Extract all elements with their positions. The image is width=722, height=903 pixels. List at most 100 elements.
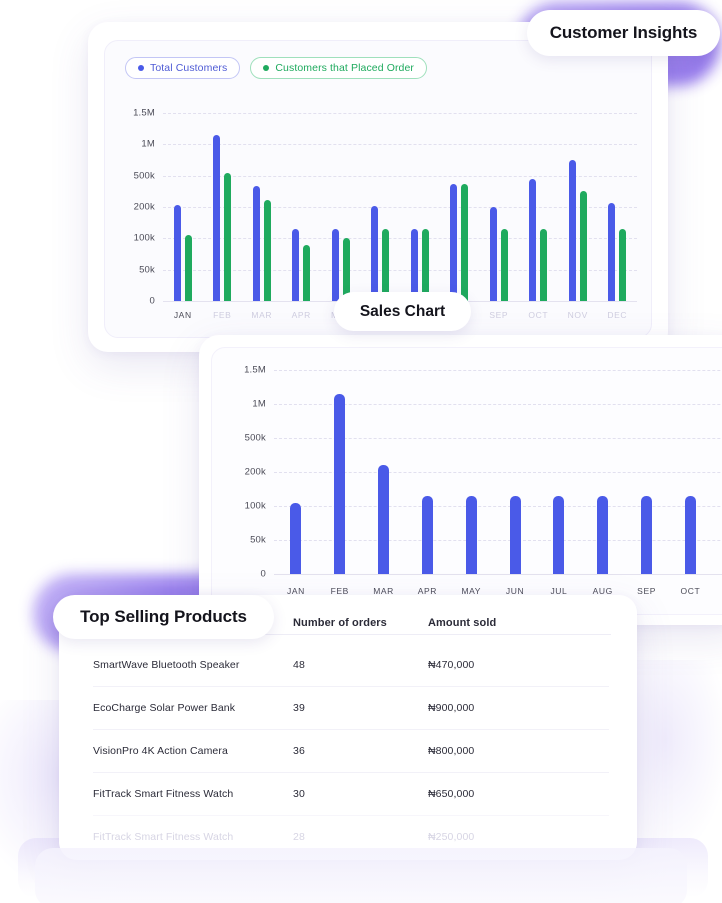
bar[interactable] — [331, 228, 339, 301]
chip-customer-insights[interactable]: Customer Insights — [527, 10, 720, 56]
bar[interactable] — [500, 228, 508, 301]
table-body: SmartWave Bluetooth Speaker 48 ₦470,000 Eco… — [93, 643, 609, 858]
y-axis-tick-label: 1M — [141, 138, 155, 150]
table-row[interactable]: VisionPro 4K Action Camera 36 ₦800,000 — [93, 729, 609, 772]
bar-group[interactable] — [581, 370, 625, 574]
bar[interactable] — [684, 495, 696, 574]
bar-group[interactable] — [406, 370, 450, 574]
bar[interactable] — [382, 228, 390, 301]
bar-group[interactable] — [274, 370, 318, 574]
x-axis-tick-label: APR — [417, 586, 438, 596]
table-row[interactable]: SmartWave Bluetooth Speaker 48 ₦470,000 — [93, 643, 609, 686]
grid-line — [274, 506, 722, 507]
bar[interactable] — [509, 495, 521, 574]
bar-group[interactable] — [321, 113, 361, 301]
bar-group[interactable] — [712, 370, 722, 574]
bar[interactable] — [553, 495, 565, 574]
bar-group[interactable] — [362, 370, 406, 574]
bar[interactable] — [410, 228, 418, 301]
bar[interactable] — [579, 191, 587, 301]
bar-group[interactable] — [242, 113, 282, 301]
x-axis-tick-label: MAY — [461, 586, 482, 596]
bar-group[interactable] — [203, 113, 243, 301]
bar[interactable] — [378, 465, 390, 574]
cell-amount-sold: ₦800,000 — [428, 745, 475, 757]
bar-group[interactable] — [519, 113, 559, 301]
table-row[interactable]: FitTrack Smart Fitness Watch 30 ₦650,000 — [93, 772, 609, 815]
bar[interactable] — [489, 207, 497, 301]
bar-group[interactable] — [361, 113, 401, 301]
axis-baseline — [274, 574, 722, 575]
grid-line — [274, 472, 722, 473]
bar[interactable] — [568, 160, 576, 301]
chart-legend: Total Customers Customers that Placed Or… — [125, 57, 428, 79]
bar[interactable] — [252, 186, 260, 301]
cell-product-name: SmartWave Bluetooth Speaker — [93, 658, 240, 671]
bar[interactable] — [608, 202, 616, 301]
y-axis-tick-label: 200k — [133, 201, 155, 213]
x-axis-tick-label: JAN — [173, 310, 192, 320]
bar[interactable] — [371, 205, 379, 301]
cell-product-name: FitTrack Smart Fitness Watch — [93, 788, 234, 800]
bar[interactable] — [421, 495, 433, 574]
bar-group[interactable] — [479, 113, 519, 301]
bar[interactable] — [224, 172, 232, 301]
cell-number-of-orders: 48 — [293, 658, 305, 671]
sales-chart-card: 1.5M 1M 500k 200k 100k 50k 0 JAN FEB MAR APR MAY JUN… — [199, 335, 722, 625]
bar-group[interactable] — [449, 370, 493, 574]
bar-group[interactable] — [163, 113, 203, 301]
bar[interactable] — [173, 204, 181, 301]
blue-dot-icon — [138, 65, 144, 71]
bar-group[interactable] — [282, 113, 322, 301]
y-axis-tick-label: 50k — [250, 534, 266, 546]
bar-group[interactable] — [493, 370, 537, 574]
bar[interactable] — [292, 228, 300, 301]
bar-group[interactable] — [440, 113, 480, 301]
table-header-rule — [81, 634, 611, 635]
grid-line — [163, 144, 637, 146]
grid-line — [163, 113, 637, 114]
legend-item-total-customers[interactable]: Total Customers — [125, 57, 241, 79]
legend-item-placed-order[interactable]: Customers that Placed Order — [250, 57, 428, 79]
bars-layer — [274, 370, 722, 574]
table-row[interactable]: EcoCharge Solar Power Bank 39 ₦900,000 — [93, 686, 609, 729]
grid-line — [274, 370, 722, 371]
bar[interactable] — [303, 244, 311, 301]
sales-chart-panel: 1.5M 1M 500k 200k 100k 50k 0 JAN FEB MAR APR MAY JUN… — [211, 347, 722, 615]
bar[interactable] — [334, 393, 346, 574]
bar-group[interactable] — [318, 370, 362, 574]
ghost-card-bottom — [35, 848, 687, 903]
bar[interactable] — [213, 134, 221, 301]
bar[interactable] — [421, 228, 429, 301]
x-axis-tick-label: OCT — [680, 586, 701, 596]
bar-group[interactable] — [625, 370, 669, 574]
bar[interactable] — [540, 228, 548, 301]
bar[interactable] — [465, 495, 477, 574]
bar[interactable] — [597, 495, 609, 574]
bar[interactable] — [263, 199, 271, 301]
table-row[interactable]: FitTrack Smart Fitness Watch 28 ₦250,000 — [93, 815, 609, 858]
chip-sales-chart[interactable]: Sales Chart — [334, 292, 471, 331]
bar-group[interactable] — [669, 370, 713, 574]
bar-group[interactable] — [400, 113, 440, 301]
y-axis-tick-label: 100k — [133, 232, 155, 244]
bar-group[interactable] — [537, 370, 581, 574]
y-axis-tick-label: 0 — [260, 568, 266, 580]
x-axis-tick-label: SEP — [489, 310, 509, 320]
bar[interactable] — [619, 228, 627, 301]
green-dot-icon — [263, 65, 270, 71]
bar[interactable] — [461, 184, 469, 301]
y-axis-tick-label: 500k — [244, 432, 266, 444]
bar[interactable] — [184, 235, 192, 301]
bar-group[interactable] — [558, 113, 598, 301]
bar[interactable] — [641, 495, 653, 574]
grid-line — [163, 269, 637, 271]
bar[interactable] — [450, 184, 458, 301]
bar[interactable] — [529, 178, 537, 301]
bar[interactable] — [342, 238, 350, 301]
bar-group[interactable] — [598, 113, 638, 301]
chip-top-selling-products[interactable]: Top Selling Products — [53, 595, 274, 639]
cell-product-name: EcoCharge Solar Power Bank — [93, 702, 236, 714]
bar[interactable] — [290, 502, 302, 574]
y-axis-tick-label: 100k — [244, 500, 266, 512]
